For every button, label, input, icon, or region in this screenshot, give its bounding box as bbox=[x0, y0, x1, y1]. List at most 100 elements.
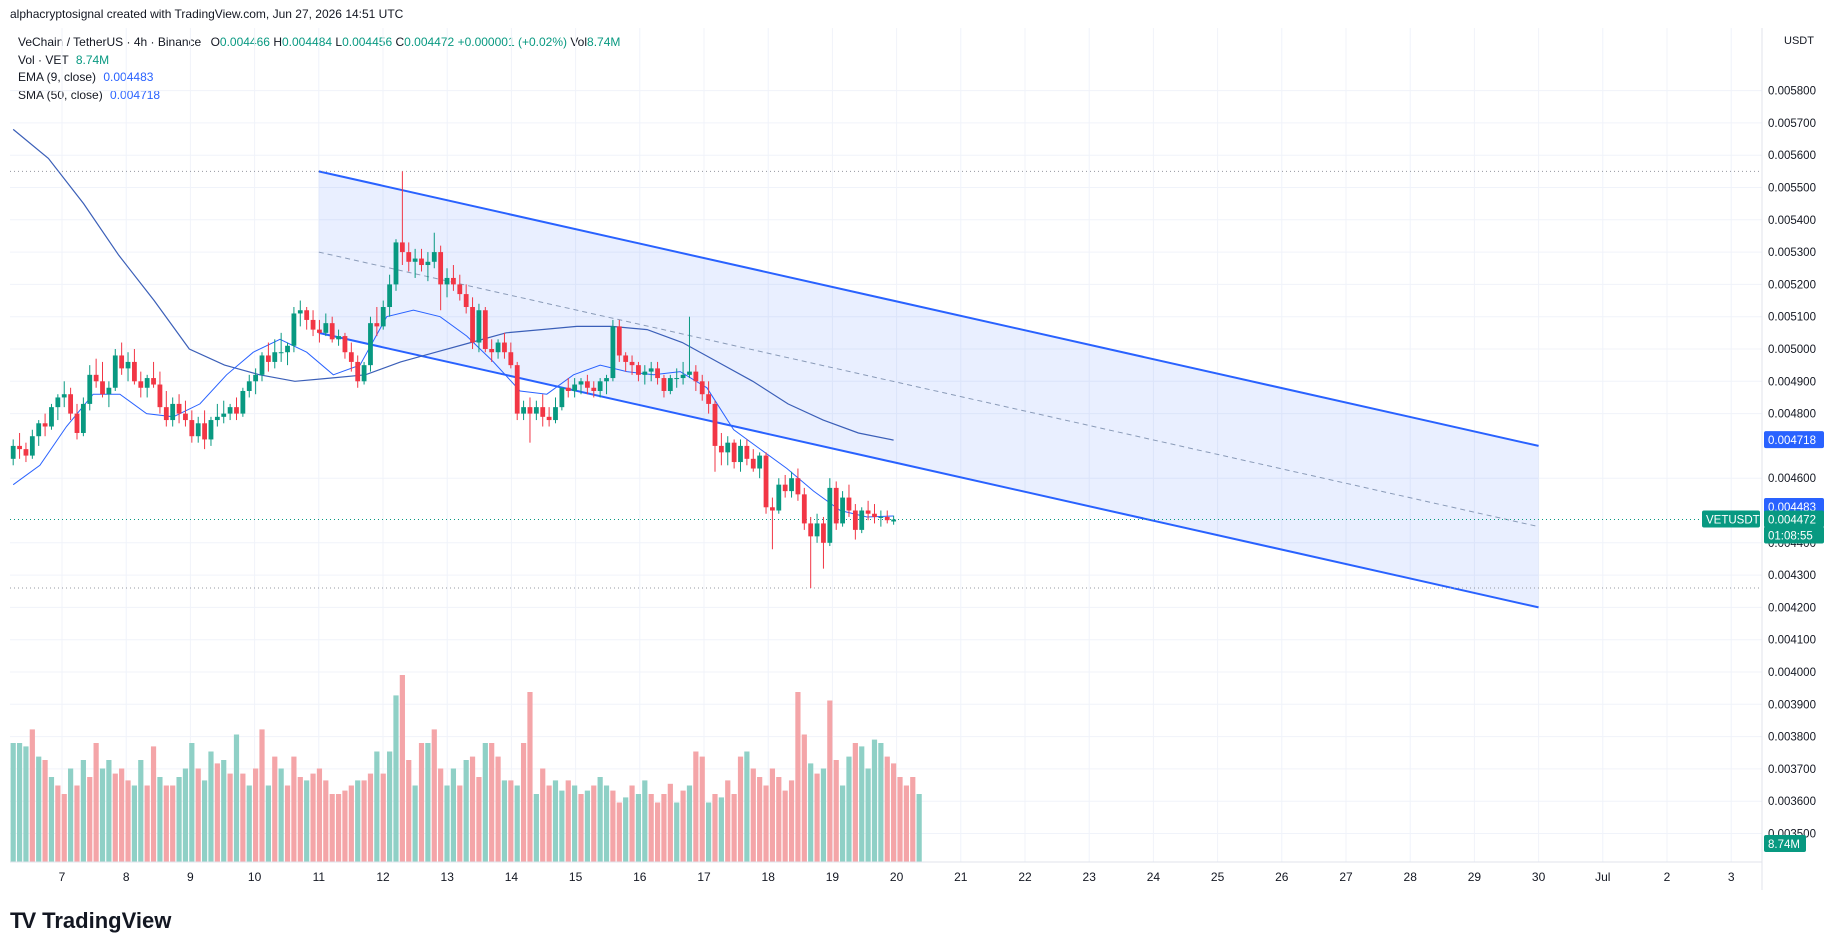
volume-bar bbox=[597, 777, 603, 862]
legend-l-label: L bbox=[335, 35, 343, 49]
volume-bar bbox=[157, 777, 163, 862]
volume-bar bbox=[744, 751, 750, 862]
candle-body bbox=[584, 381, 590, 388]
candle-body bbox=[202, 423, 207, 440]
candle-body bbox=[348, 352, 354, 362]
candle-body bbox=[629, 361, 635, 366]
legend-ema-row[interactable]: EMA (9, close) 0.004483 bbox=[18, 69, 620, 87]
candle-body bbox=[872, 513, 877, 517]
volume-badge-bg bbox=[1764, 835, 1806, 852]
candle-body bbox=[457, 284, 463, 295]
candle-body bbox=[176, 403, 182, 414]
volume-bar bbox=[846, 756, 852, 862]
candle-body bbox=[451, 277, 456, 285]
candle-body bbox=[49, 407, 54, 427]
candle-body bbox=[725, 442, 731, 453]
price-tick-label: 0.004600 bbox=[1768, 473, 1816, 485]
candle-body bbox=[151, 378, 156, 385]
volume-bar bbox=[463, 760, 469, 862]
volume-bar bbox=[610, 790, 616, 862]
volume-bar bbox=[878, 743, 884, 862]
candle-body bbox=[782, 484, 788, 492]
candle-body bbox=[310, 319, 316, 330]
candle-body bbox=[502, 342, 507, 353]
volume-bar bbox=[731, 794, 737, 862]
volume-bar bbox=[291, 756, 297, 862]
volume-bar bbox=[259, 729, 265, 862]
price-tick-label: 0.005100 bbox=[1768, 312, 1816, 324]
candles bbox=[10, 171, 897, 589]
symbol-badge-bg bbox=[1702, 510, 1760, 528]
volume-bar bbox=[297, 777, 303, 862]
volume-bar bbox=[559, 790, 565, 862]
candle-body bbox=[840, 497, 845, 524]
candle-body bbox=[138, 381, 144, 388]
volume-bar bbox=[329, 794, 335, 862]
candle-body bbox=[61, 394, 67, 398]
volume-bar bbox=[438, 768, 444, 862]
candle-body bbox=[776, 484, 782, 511]
candle-body bbox=[706, 394, 712, 404]
volume-bar bbox=[36, 756, 42, 862]
legend-volume-row[interactable]: Vol · VET 8.74M bbox=[18, 52, 620, 70]
time-tick-label: 27 bbox=[1339, 870, 1353, 884]
candle-body bbox=[514, 365, 520, 414]
candle-body bbox=[821, 523, 826, 543]
time-tick-label: 24 bbox=[1147, 870, 1161, 884]
candle-body bbox=[132, 361, 137, 382]
candle-body bbox=[227, 407, 233, 414]
candle-body bbox=[80, 403, 86, 433]
legend-high: 0.004484 bbox=[281, 35, 333, 49]
candle-body bbox=[291, 313, 297, 346]
candle-body bbox=[163, 407, 169, 421]
volume-bar bbox=[852, 743, 858, 862]
candle-body bbox=[246, 381, 252, 391]
volume-bar bbox=[482, 743, 488, 862]
volume-bar bbox=[827, 700, 833, 862]
ema9-line bbox=[12, 309, 894, 518]
candle-body bbox=[553, 407, 558, 421]
candle-body bbox=[406, 252, 412, 262]
candle-body bbox=[387, 284, 393, 308]
channel-middle-line bbox=[318, 251, 1539, 528]
candle-body bbox=[361, 365, 367, 382]
volume-bar bbox=[891, 763, 897, 862]
volume-bar bbox=[431, 729, 437, 862]
volume-bar bbox=[584, 790, 590, 862]
candle-body bbox=[495, 342, 501, 353]
volume-bar bbox=[603, 785, 610, 862]
volume-bar bbox=[680, 790, 686, 862]
tradingview-brand[interactable]: TV TradingView bbox=[10, 908, 171, 934]
volume-bar bbox=[533, 794, 539, 862]
sma50-line bbox=[12, 128, 894, 441]
volume-bar bbox=[763, 785, 769, 862]
candle-body bbox=[827, 487, 833, 543]
candle-body bbox=[253, 374, 259, 382]
candle-body bbox=[144, 378, 150, 388]
chart-attribution: alphacryptosignal created with TradingVi… bbox=[10, 7, 404, 21]
candle-body bbox=[884, 516, 890, 521]
time-tick-label: 22 bbox=[1018, 870, 1032, 884]
volume-bar bbox=[706, 802, 712, 862]
time-tick-label: 30 bbox=[1532, 870, 1546, 884]
volume-bar bbox=[208, 751, 214, 862]
volume-bar bbox=[788, 780, 795, 862]
volume-bar bbox=[776, 777, 782, 862]
legend-vol-label: Vol bbox=[570, 35, 588, 49]
candle-body bbox=[393, 242, 399, 285]
candle-body bbox=[699, 381, 705, 395]
time-tick-label: 11 bbox=[313, 870, 326, 884]
price-tick-label: 0.005800 bbox=[1768, 86, 1816, 98]
legend-volume-label: Vol · VET bbox=[18, 52, 69, 67]
candle-body bbox=[374, 323, 380, 327]
channel-upper-line bbox=[318, 170, 1539, 447]
tradingview-logo-icon: TV bbox=[10, 908, 36, 933]
candle-body bbox=[87, 374, 93, 404]
candle-body bbox=[297, 310, 303, 314]
time-tick-label: 10 bbox=[248, 870, 262, 884]
legend-symbol: VeChain / TetherUS · 4h · Binance bbox=[18, 35, 202, 49]
volume-bar bbox=[839, 785, 846, 862]
candle-body bbox=[214, 416, 220, 421]
candle-body bbox=[23, 449, 29, 456]
